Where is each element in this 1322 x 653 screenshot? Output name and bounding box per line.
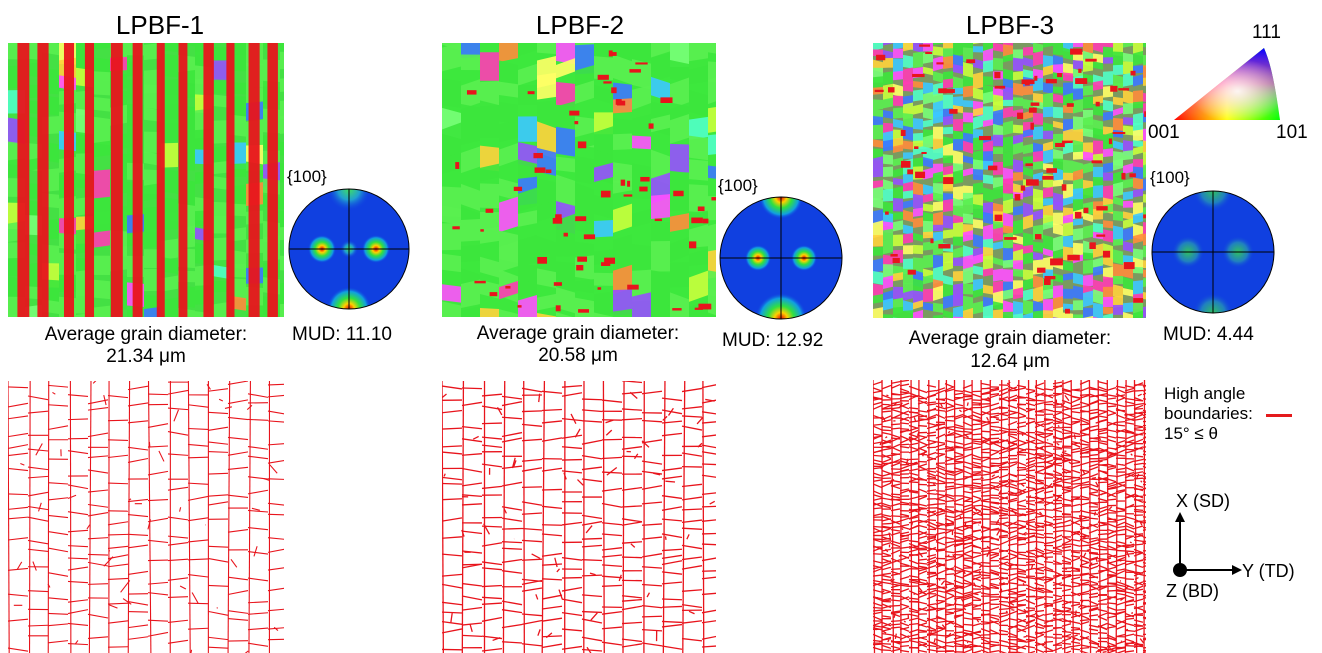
- panel2-title: LPBF-2: [535, 10, 625, 40]
- pole-figure-label-1: {100}: [287, 167, 327, 186]
- grain-value-2: 20.58 μm: [538, 345, 618, 366]
- boundary-map-lpbf3: [873, 380, 1146, 653]
- mud-3: MUD: 4.44: [1163, 324, 1254, 345]
- panel3-title: LPBF-3: [965, 10, 1055, 40]
- hab-legend-swatch: [1266, 414, 1292, 417]
- hab-legend-line2: boundaries:: [1164, 404, 1253, 423]
- axis-y-label: Y (TD): [1242, 561, 1295, 581]
- ipf-map-lpbf2: [442, 43, 716, 317]
- ipf-key-101: 101: [1276, 122, 1308, 143]
- ipf-map-lpbf1: [8, 43, 284, 317]
- mud-1: MUD: 11.10: [292, 324, 392, 345]
- hab-legend-line3: 15° ≤ θ: [1164, 424, 1218, 443]
- pole-figure-lpbf3: [1150, 189, 1276, 320]
- hab-legend-line1: High angle: [1164, 384, 1246, 403]
- pole-figure-label-3: {100}: [1150, 168, 1190, 187]
- grain-label-2: Average grain diameter:: [476, 323, 680, 344]
- axis-x-label: X (SD): [1176, 491, 1230, 511]
- ipf-key-001: 001: [1148, 122, 1180, 143]
- ipf-key-111: 111: [1252, 22, 1281, 43]
- ipf-color-key: [1172, 44, 1284, 129]
- axis-z-label: Z (BD): [1166, 581, 1219, 601]
- grain-label-3: Average grain diameter:: [908, 328, 1112, 349]
- grain-label-1: Average grain diameter:: [44, 324, 248, 345]
- ipf-map-lpbf3: [873, 43, 1146, 318]
- coordinate-axes: [1168, 510, 1248, 585]
- pole-figure-lpbf2: [718, 195, 844, 326]
- panel1-title: LPBF-1: [115, 10, 205, 40]
- boundary-map-lpbf1: [8, 381, 284, 653]
- boundary-map-lpbf2: [442, 381, 716, 653]
- grain-value-1: 21.34 μm: [106, 346, 186, 367]
- pole-figure-lpbf1: [287, 187, 411, 316]
- pole-figure-label-2: {100}: [718, 176, 758, 195]
- mud-2: MUD: 12.92: [722, 330, 824, 351]
- grain-value-3: 12.64 μm: [970, 351, 1050, 372]
